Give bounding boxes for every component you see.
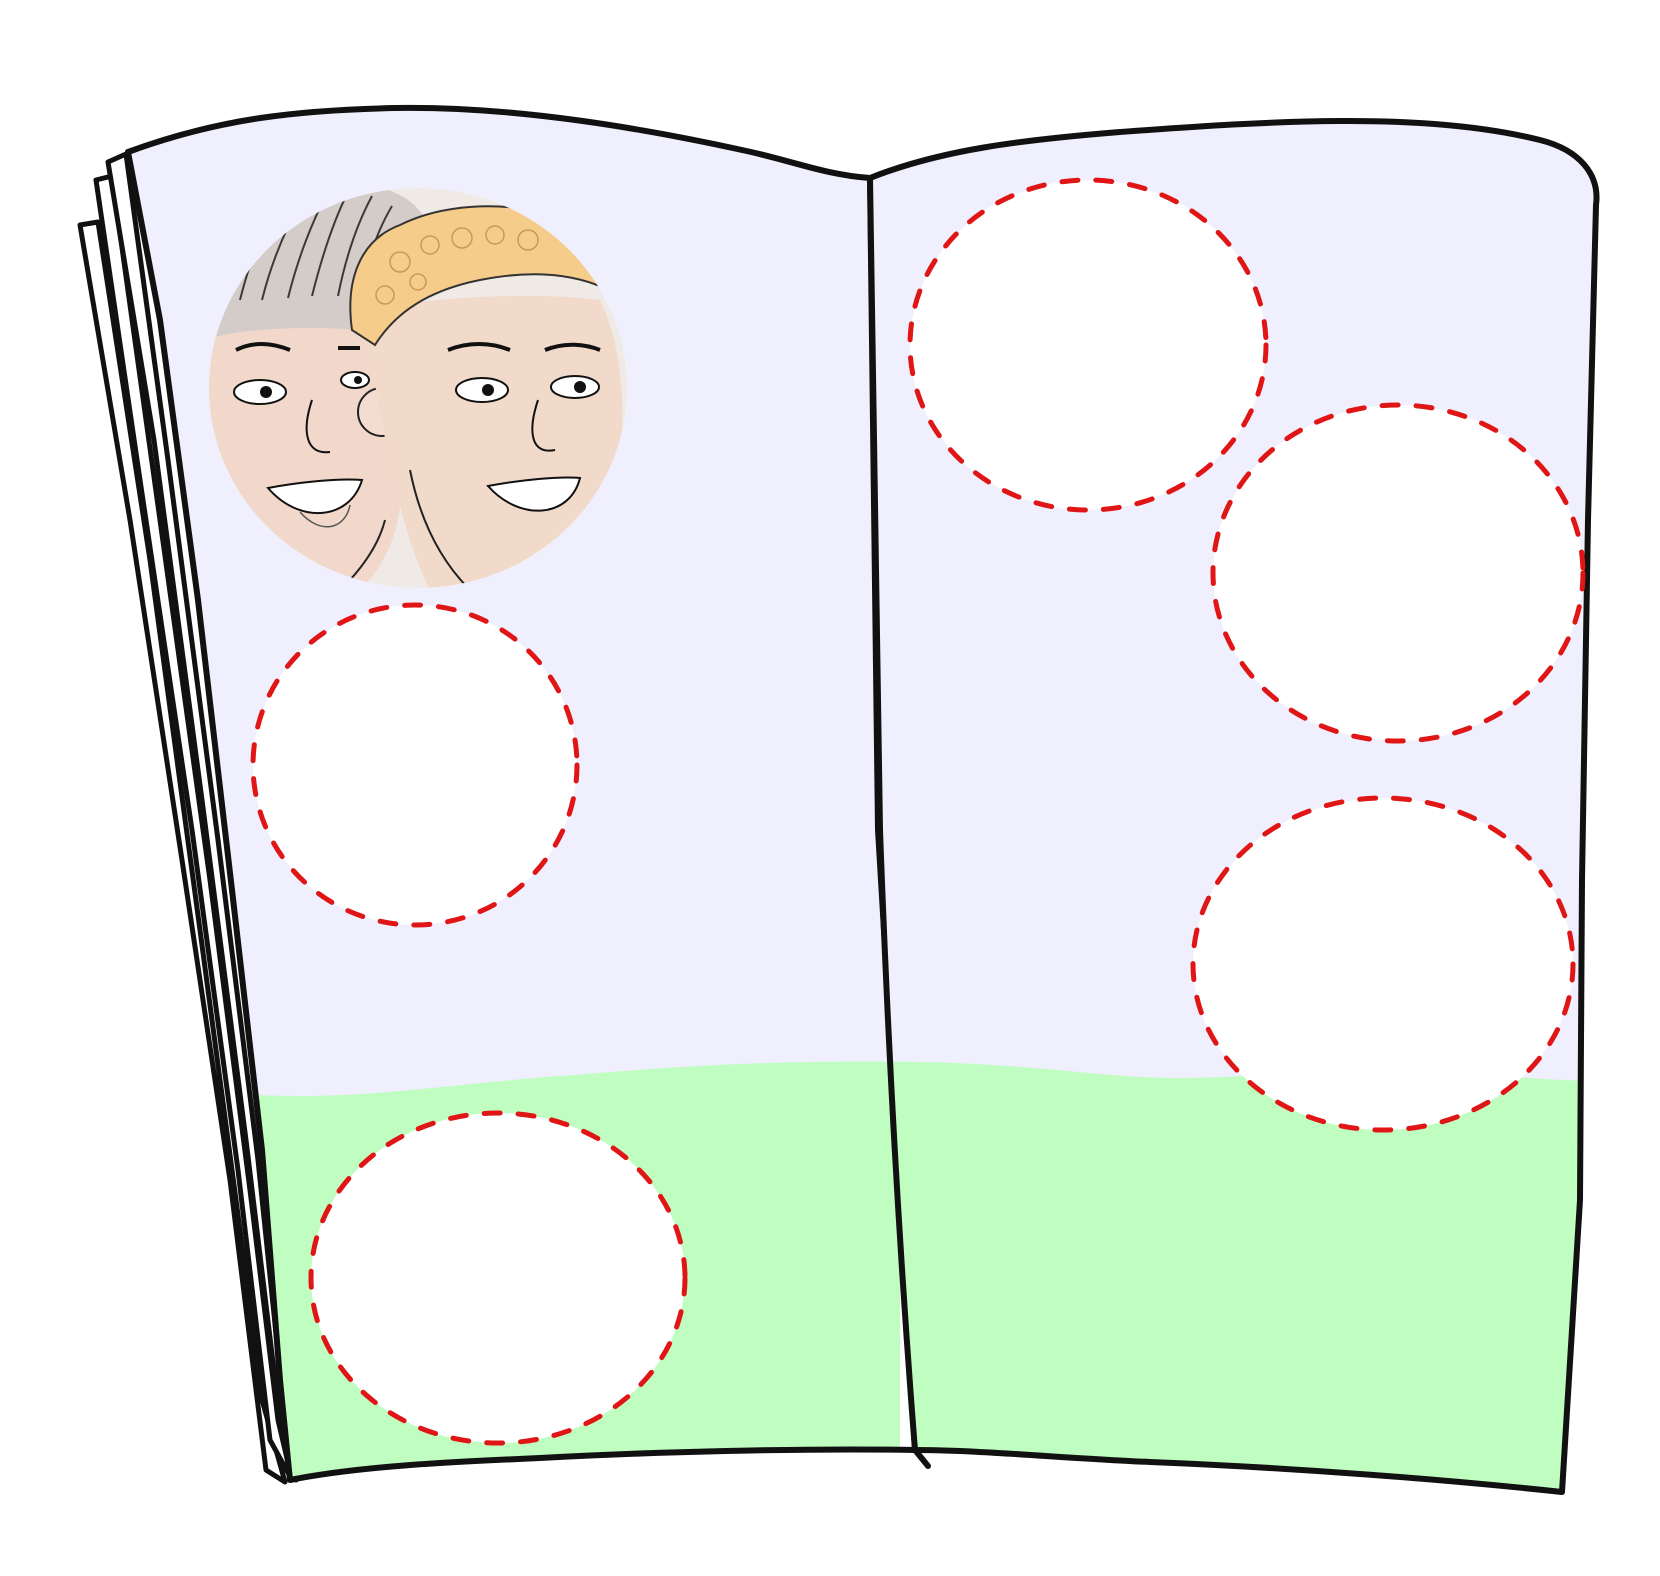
photo-slot-empty-left-3[interactable] bbox=[308, 1110, 688, 1446]
right-page-grass bbox=[870, 1061, 1597, 1493]
right-face bbox=[360, 295, 623, 588]
photo-slot-empty-right-2[interactable] bbox=[1210, 402, 1586, 744]
photo-slot-empty-right-3[interactable] bbox=[1190, 795, 1576, 1133]
right-page-outline bbox=[868, 117, 1600, 1495]
photo-slot-empty-left-2[interactable] bbox=[250, 602, 580, 928]
left-page-outline bbox=[125, 104, 918, 1483]
photo-slot-empty-right-1[interactable] bbox=[907, 177, 1269, 513]
album-spine bbox=[867, 175, 931, 1469]
blond-hair-curls bbox=[375, 225, 539, 305]
right-page bbox=[868, 117, 1600, 1495]
